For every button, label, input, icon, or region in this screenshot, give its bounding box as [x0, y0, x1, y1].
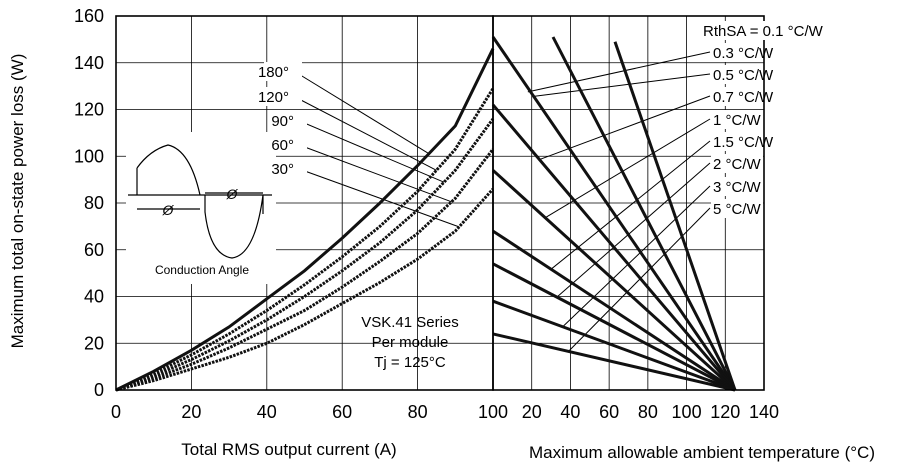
leader-line [296, 72, 430, 155]
rth-label-bg [711, 199, 763, 218]
series-line-rthsa [492, 299, 736, 392]
y-tick-label: 160 [74, 6, 104, 26]
rth-label: 5 °C/W [713, 201, 762, 218]
series-line-angle [115, 187, 495, 392]
series-line-rthsa [491, 103, 737, 391]
x2-tick-label: 20 [522, 402, 542, 422]
series-label: 30° [271, 161, 294, 178]
y-axis-title: Maximum total on-state power loss (W) [8, 54, 27, 349]
rth-label-bg [711, 43, 763, 62]
series-line-rthsa [492, 229, 736, 392]
rth-leader-line [527, 51, 711, 93]
series-labels: 180° 120° 90° 60° 30° RthSA = 0.1 °C/W 0.3 °C/… [258, 21, 849, 218]
annotation-series: VSK.41 Series [361, 314, 459, 331]
rth-label-bg [711, 110, 763, 129]
x-tick-label: 80 [408, 402, 428, 422]
rth-leader-line [568, 207, 711, 352]
x-tick-label: 40 [257, 402, 277, 422]
series-label: 120° [258, 89, 289, 106]
x2-tick-label: 80 [638, 402, 658, 422]
rth-leader-line [545, 118, 711, 219]
rth-leader-line [533, 73, 711, 97]
rth-label: 3 °C/W [713, 179, 762, 196]
series-line-rthsa [492, 262, 736, 392]
y-tick-label: 120 [74, 100, 104, 120]
rth-leader-line [562, 185, 711, 328]
conduction-angle-inset: Ø Ø Conduction Angle [126, 132, 276, 284]
tick-labels: 0 20 40 60 80 100 120 140 160 0 20 40 60 80 100 20 40 60 8… [74, 6, 779, 422]
y-tick-label: 20 [84, 333, 104, 353]
y-tick-label: 40 [84, 287, 104, 307]
x2-tick-label: 140 [749, 402, 779, 422]
x-tick-label: 20 [181, 402, 201, 422]
series-label-bg [269, 159, 307, 178]
rth-series-layer [491, 36, 737, 392]
conduction-angle-label: Conduction Angle [155, 263, 249, 277]
series-label-bg [269, 111, 307, 130]
x2-tick-label: 100 [672, 402, 702, 422]
series-layer [115, 48, 495, 392]
rth-label: 0.5 °C/W [713, 67, 774, 84]
phi-symbol-right: Ø [226, 186, 239, 202]
rth-leader-line [556, 162, 711, 298]
x-tick-label: 0 [111, 402, 121, 422]
rth-label: 0.3 °C/W [713, 45, 774, 62]
rth-label: 2 °C/W [713, 156, 762, 173]
rth-label-bg [711, 177, 763, 196]
series-line-angle [115, 118, 495, 392]
series-line-rthsa [551, 36, 737, 391]
y-tick-label: 100 [74, 146, 104, 166]
y-tick-label: 140 [74, 53, 104, 73]
right-plot-frame [492, 15, 765, 391]
rth-label-bg [711, 65, 763, 84]
series-label-bg [264, 62, 302, 81]
series-line-angle [115, 148, 495, 392]
x2-tick-label: 120 [710, 402, 740, 422]
series-line-angle [115, 87, 495, 392]
leader-line [296, 97, 437, 171]
x2-tick-label: 60 [599, 402, 619, 422]
y-tick-label: 0 [94, 380, 104, 400]
x-tick-label: 100 [478, 402, 508, 422]
series-label-bg [264, 87, 302, 106]
leader-line [301, 121, 445, 183]
rth-label-bg [711, 87, 763, 106]
rth-label-bg [711, 154, 763, 173]
leader-lines [296, 51, 711, 352]
series-line-rthsa [492, 332, 736, 392]
y-tick-label: 60 [84, 240, 104, 260]
phi-symbol-left: Ø [162, 202, 175, 218]
leader-line [301, 145, 452, 203]
x-tick-label: 60 [332, 402, 352, 422]
rth-label-bg [701, 21, 849, 40]
annotation-tj: Tj = 125°C [374, 354, 446, 371]
series-line-angle [115, 48, 495, 392]
x2-tick-label: 40 [560, 402, 580, 422]
series-line-rthsa [613, 41, 737, 391]
series-line-rthsa [491, 169, 737, 392]
series-label-bg [269, 135, 307, 154]
rth-label-bg [711, 132, 763, 151]
series-label: 60° [271, 137, 294, 154]
y-tick-label: 80 [84, 193, 104, 213]
rth-label: 1 °C/W [713, 112, 762, 129]
rth-leader-line [539, 95, 711, 161]
series-line-rthsa [491, 36, 737, 391]
left-x-axis-title: Total RMS output current (A) [181, 440, 396, 459]
rth-label: RthSA = 0.1 °C/W [703, 23, 824, 40]
series-label: 90° [271, 113, 294, 130]
series-label: 180° [258, 64, 289, 81]
right-x-axis-title: Maximum allowable ambient temperature (°… [529, 443, 875, 462]
rth-label: 0.7 °C/W [713, 89, 774, 106]
annotation-per-module: Per module [372, 334, 449, 351]
rth-label: 1.5 °C/W [713, 134, 774, 151]
